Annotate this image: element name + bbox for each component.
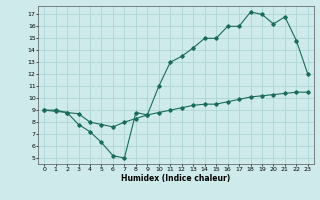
X-axis label: Humidex (Indice chaleur): Humidex (Indice chaleur)	[121, 174, 231, 183]
